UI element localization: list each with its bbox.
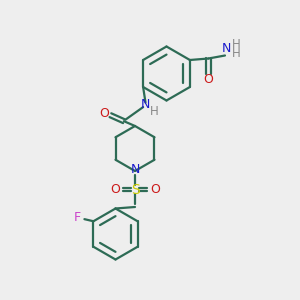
- Text: F: F: [74, 211, 81, 224]
- Text: O: O: [100, 107, 110, 120]
- Text: H: H: [232, 47, 241, 61]
- Text: O: O: [203, 73, 213, 86]
- Text: N: N: [130, 163, 140, 176]
- Text: N: N: [141, 98, 150, 111]
- Text: H: H: [232, 38, 241, 51]
- Text: O: O: [110, 183, 120, 196]
- Text: H: H: [150, 105, 159, 118]
- Text: N: N: [222, 42, 231, 56]
- Text: S: S: [130, 183, 140, 196]
- Text: O: O: [150, 183, 160, 196]
